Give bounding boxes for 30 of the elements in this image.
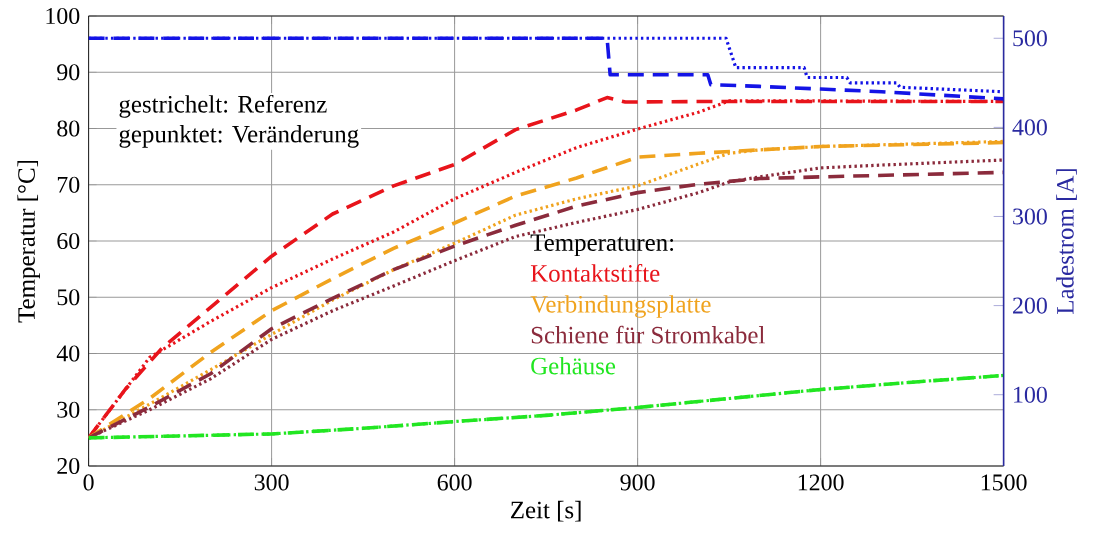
y-axis-title: Temperatur [°C] — [17, 160, 40, 323]
y-tick-label: 40 — [56, 345, 80, 362]
y2-axis-title: Ladestrom [A] — [1056, 169, 1077, 314]
x-tick-label: 1500 — [981, 474, 1027, 491]
x-tick-label: 600 — [437, 474, 472, 491]
series-label: Gehäuse — [531, 356, 616, 375]
y2-tick-label: 500 — [1013, 30, 1047, 47]
x-tick-label: 0 — [83, 474, 94, 491]
text: Verbindungsplatte — [530, 295, 711, 318]
y-tick-label: 60 — [57, 232, 80, 250]
y-tick-label: 30 — [57, 401, 80, 418]
annotation: gestrichelt: Referenz — [119, 94, 327, 118]
y-tick-label: 50 — [57, 289, 80, 306]
x-tick-label: 900 — [620, 474, 655, 491]
y-tick-label: 20 — [57, 457, 80, 475]
legend-title: Temperaturen: — [530, 234, 674, 257]
x-tick-label: 1200 — [798, 474, 844, 491]
y-tick-label: 70 — [57, 176, 80, 193]
x-tick-label: 300 — [254, 474, 289, 491]
text: Schiene für Stromkabel — [531, 325, 765, 344]
y2-tick-label: 200 — [1013, 297, 1047, 314]
text: Kontaktstifte — [530, 264, 660, 282]
y2-tick-label: 300 — [1013, 208, 1047, 225]
x-axis-title: Zeit [s] — [510, 500, 581, 522]
y2-tick-label: 400 — [1012, 119, 1047, 136]
y-tick-label: 100 — [46, 7, 80, 25]
annotation: gepunktet: Veränderung — [119, 125, 359, 148]
y-tick-label: 90 — [57, 64, 80, 81]
y-tick-label: 80 — [57, 120, 80, 137]
y2-tick-label: 100 — [1014, 386, 1047, 403]
